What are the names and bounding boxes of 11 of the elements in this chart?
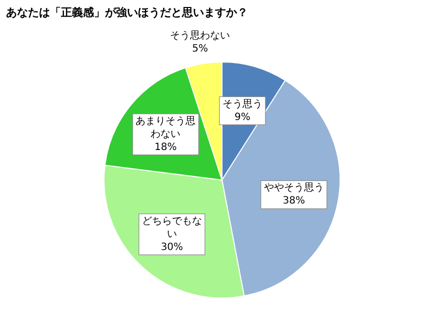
slice-label: そう思わない	[170, 30, 230, 42]
slice-label: ややそう思う	[264, 182, 324, 194]
data-label: 30%	[160, 242, 184, 253]
slice-label: あまりそう思わない	[136, 116, 196, 140]
data-label: 9%	[234, 112, 250, 123]
data-label: 5%	[192, 44, 208, 55]
data-label: 38%	[282, 196, 305, 207]
data-label: 18%	[154, 142, 177, 153]
slice-label: どちらでもない	[142, 216, 202, 240]
slice-label: そう思う	[222, 98, 262, 110]
chart-title: あなたは「正義感」が強いほうだと思いますか？	[6, 6, 248, 19]
